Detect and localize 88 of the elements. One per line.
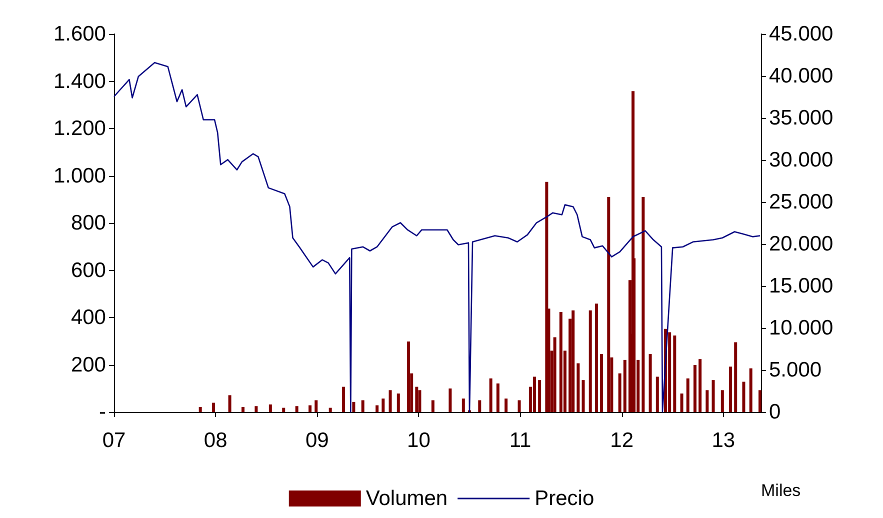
bar [282,408,286,412]
bar [553,337,556,412]
bar [388,390,392,412]
bar [668,332,672,412]
bar [720,390,724,412]
bar [241,406,244,412]
bar [680,394,684,412]
bar [415,386,418,412]
bar [342,386,346,412]
bar [314,400,318,412]
bar [228,395,232,412]
bar [431,400,434,412]
bar [382,398,385,412]
y2-tick-label: 20.000 [769,232,834,256]
y-tick-label: 800 [70,212,106,234]
x-tick-label: 11 [509,429,532,452]
bar [729,366,732,412]
bar [533,376,536,412]
bar [308,405,312,412]
bar [642,196,645,412]
bar [712,380,715,412]
legend-label: Precio [534,487,594,510]
bar [489,378,492,412]
bar [559,312,562,412]
y2-tick-label: 0 [769,400,781,424]
x-tick-label: 07 [102,429,126,452]
bar [693,364,696,412]
y2-tick-label: 35.000 [769,106,834,130]
x-tick-label: 13 [712,429,736,452]
y2-tick-label: 30.000 [769,148,834,172]
y2-tick-label: 25.000 [769,190,834,214]
bar [686,378,690,412]
bar [576,363,580,412]
x-tick-label: 12 [610,429,634,452]
x-tick-label: 08 [204,429,228,452]
y-tick-label: 1.600 [53,22,106,46]
y2-tick-label: 10.000 [769,316,834,340]
bar [328,408,332,412]
bar [594,304,598,412]
bar [600,354,604,412]
y-tick-label: 400 [70,306,106,329]
x-tick-label: 10 [407,429,430,452]
bar [396,394,400,412]
bar [538,380,542,412]
bar [198,406,202,412]
bar [572,310,575,412]
bar [268,404,272,412]
x-tick-label: 09 [305,429,329,452]
bar [254,406,258,412]
bar [706,390,709,412]
bar [478,400,482,412]
bar [623,360,626,412]
y-tick-label: 600 [70,258,106,282]
bar [462,398,465,412]
bar [352,402,356,412]
bar [518,400,521,412]
bar [607,196,610,412]
y2-tick-label: 5.000 [769,358,822,382]
bar [618,373,622,412]
bar [734,342,738,412]
y-tick-label: 200 [70,353,106,376]
bar [376,405,379,412]
bar [742,382,746,412]
bar [582,380,585,412]
y2-tick-label: 40.000 [769,64,834,88]
y-tick-label: 1.400 [53,70,106,93]
bar [749,368,752,412]
bar [407,341,410,412]
y2-tick-label: 45.000 [769,22,834,46]
bar [418,390,422,412]
bar [361,400,364,412]
bar [504,398,508,412]
bar [295,406,298,412]
bar [656,376,659,412]
bar [212,402,216,412]
bar [496,383,500,412]
bar [698,359,702,412]
bar [758,390,762,412]
bar [648,354,652,412]
y-tick-label: 1.200 [53,117,106,140]
bar [673,336,676,412]
y2-tick-label: 15.000 [769,274,834,298]
legend-label: Volumen [366,487,448,510]
y-tick-label: - [99,400,106,424]
y2-axis-title: Miles [761,481,801,500]
bar [588,310,592,412]
bar [448,388,452,412]
y-tick-label: 1.000 [53,164,106,188]
